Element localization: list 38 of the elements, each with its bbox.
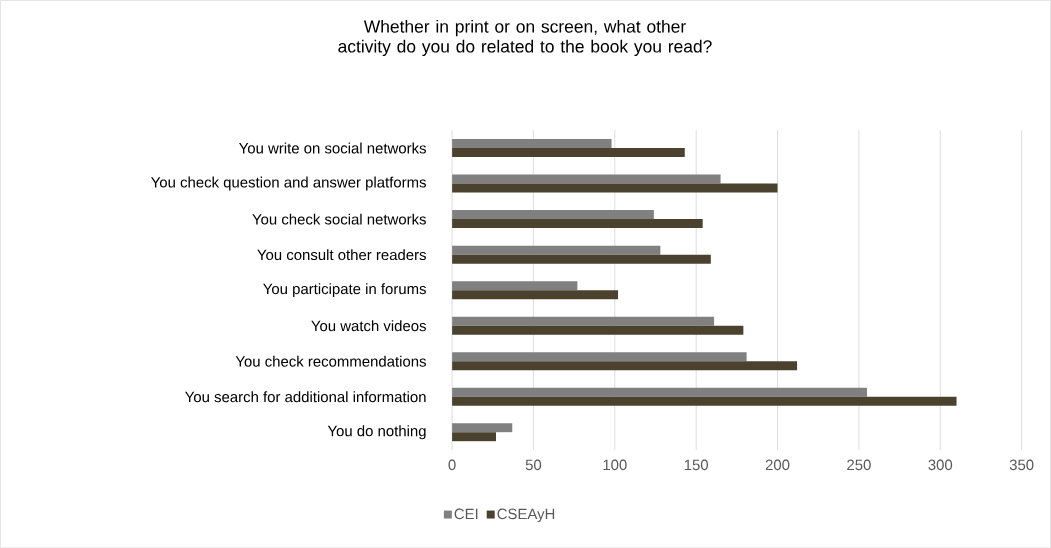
x-tick-label: 350: [1009, 459, 1034, 470]
bar: [452, 316, 715, 326]
y-tick-label: You check social networks: [252, 213, 426, 225]
bar: [452, 174, 721, 184]
bar: [452, 325, 744, 335]
bar: [452, 396, 957, 406]
bar: [452, 218, 703, 228]
bar: [452, 147, 685, 157]
x-tick-label: 300: [928, 459, 953, 470]
bar: [452, 138, 612, 148]
y-tick-label: You search for additional information: [185, 391, 426, 403]
bar: [452, 183, 778, 193]
bar: [452, 245, 661, 255]
y-tick-label: You participate in forums: [263, 283, 426, 297]
x-tick-label: 0: [448, 459, 456, 470]
bar: [452, 289, 619, 299]
legend-label: CSEAyH: [497, 508, 555, 522]
bar: [452, 432, 496, 442]
y-tick-label: You check recommendations: [235, 355, 426, 367]
x-tick-label: 150: [684, 459, 709, 470]
y-tick-label: You check question and answer platforms: [151, 176, 426, 191]
bar: [452, 387, 868, 397]
chart-title: Whether in print or on screen, what other activity do you do related to the book you read?: [338, 19, 712, 56]
y-tick-label: You watch videos: [311, 320, 426, 331]
x-tick-label: 100: [603, 459, 627, 470]
y-tick-label: You write on social networks: [239, 142, 426, 154]
bar: [452, 280, 578, 290]
y-tick-label: You consult other readers: [257, 248, 426, 260]
x-tick-label: 200: [765, 459, 790, 470]
y-tick-label: You do nothing: [327, 425, 426, 440]
bar: [452, 254, 711, 264]
x-tick-label: 250: [847, 459, 871, 470]
bar: [452, 352, 747, 362]
legend-label: CEI: [454, 508, 478, 519]
bar: [452, 361, 798, 371]
bar: [452, 423, 513, 433]
x-tick-label: 50: [525, 459, 542, 470]
bar: [452, 209, 654, 219]
